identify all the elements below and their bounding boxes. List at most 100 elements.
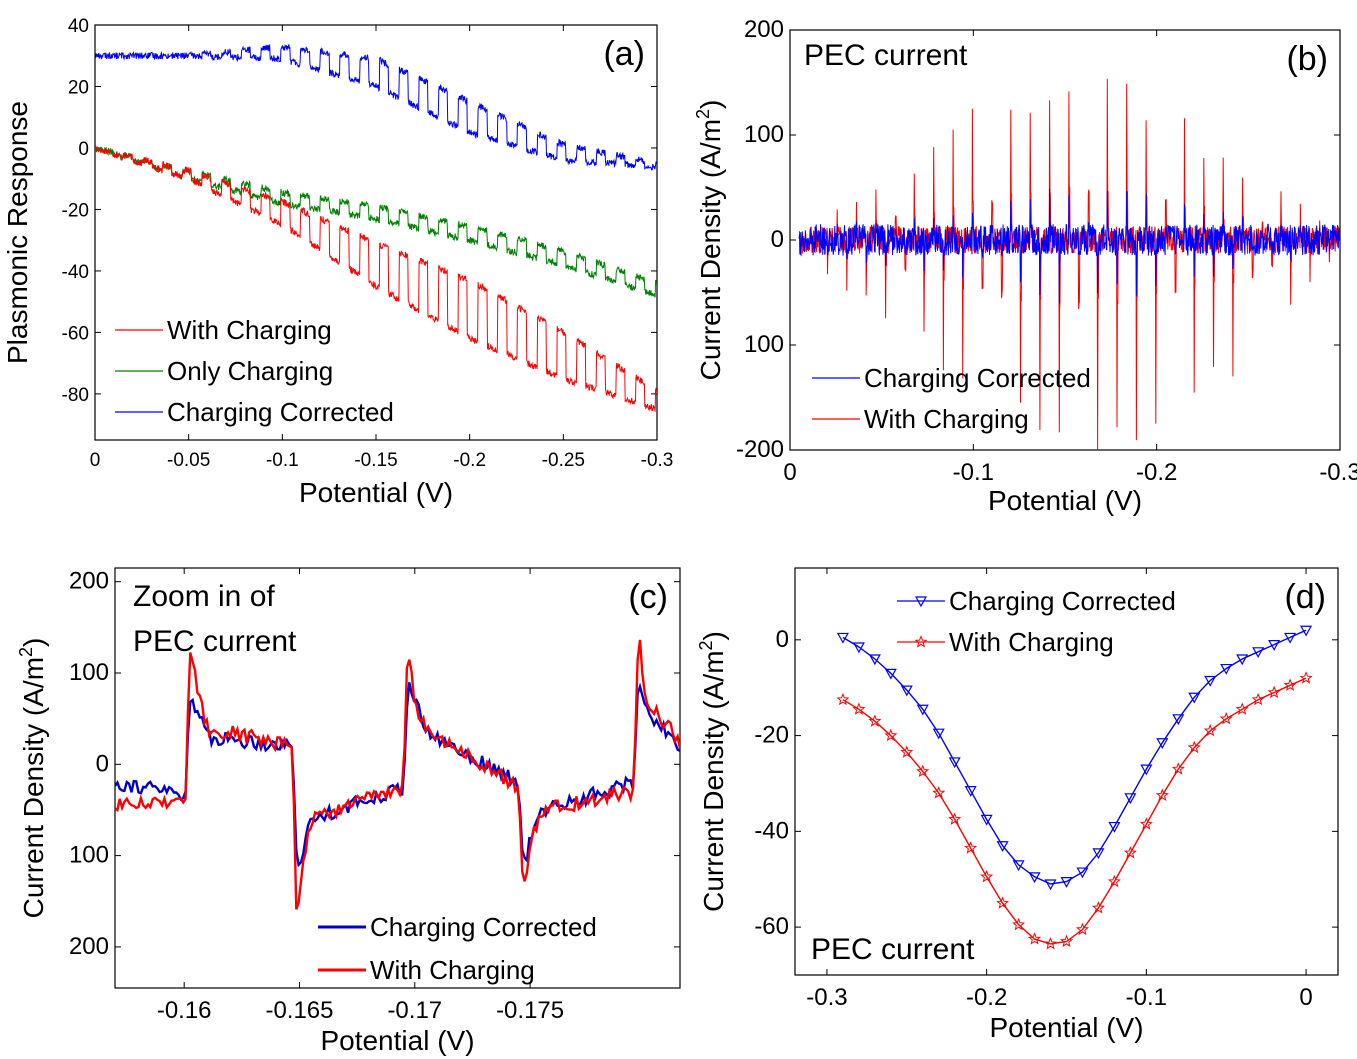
data-point [900,685,913,697]
data-point [932,728,945,740]
legend-label: Only Charging [167,356,333,386]
y-axis-label-close: ) [698,631,729,640]
data-point [1236,654,1249,666]
y-tick-label: 200 [69,568,109,595]
data-point [852,642,865,654]
annotation-line-2: PEC current [133,625,297,658]
x-tick-label: -0.17 [387,997,442,1024]
data-point [1108,821,1121,833]
data-point [1187,740,1201,754]
x-tick-label: -0.2 [966,984,1007,1011]
y-axis-label: Plasmonic Response [2,101,33,364]
y-tick-label: -60 [62,323,89,344]
x-axis-label: Potential (V) [988,485,1142,516]
panel-label: (c) [628,578,668,616]
y-axis-label-main: Current Density (A/m [695,119,726,380]
y-tick-label: -60 [754,913,789,940]
data-point [980,814,993,826]
data-point [932,786,946,799]
data-point [1283,678,1297,691]
data-point [1203,723,1217,737]
legend-label: Charging Corrected [167,397,394,427]
panel-c: -0.16 -0.165 -0.17 -0.175 200 100 0 100 200 Poten… [16,567,681,1056]
annotation: PEC current [811,933,975,966]
y-tick-label: 200 [744,16,784,43]
data-point [1060,877,1073,888]
panel-d: -0.3 -0.2 -0.1 0 0 -20 -40 -60 Potential (V) Curr… [696,567,1339,1043]
y-axis-label-close: ) [18,638,49,647]
y-tick-label: 100 [69,659,109,686]
y-tick-label: 0 [771,226,784,253]
data-point [964,786,977,797]
data-point [1188,692,1201,704]
data-point [1060,934,1073,947]
data-point [1107,874,1121,888]
legend-label: With Charging [949,627,1114,657]
legend-label: With Charging [370,955,535,985]
y-tick-label: -200 [736,436,784,463]
data-point [1124,793,1137,805]
y-tick-label: -20 [62,200,89,221]
legend-label: Charging Corrected [864,363,1091,393]
y-tick-label: -80 [62,385,89,406]
legend-marker [914,635,928,648]
x-tick-label: 0 [1299,984,1312,1011]
data-point [1044,937,1058,950]
x-tick-label: -0.05 [167,450,210,471]
y-tick-label: 100 [744,121,784,148]
data-point [1139,817,1153,830]
data-point [1156,738,1169,750]
data-point [1268,640,1281,651]
y-tick-label: 0 [96,750,109,777]
series-line-with-charging [115,639,680,910]
data-point [1075,922,1089,936]
y-tick-label: -20 [754,722,789,749]
panel-label: (d) [1284,578,1326,616]
series-line-charging-corrected [798,188,1340,304]
series-line-charging-corrected [115,682,680,868]
panel-label: (b) [1286,40,1328,78]
data-point [996,896,1010,909]
x-tick-label: -0.175 [496,997,564,1024]
data-point [1219,711,1233,725]
panel-label: (a) [603,35,645,73]
x-tick-label: -0.2 [453,450,486,471]
data-point [1235,702,1249,715]
x-axis-label: Potential (V) [299,477,453,508]
legend-marker [914,596,928,608]
data-point [868,714,882,727]
x-tick-label: -0.15 [354,450,397,471]
plot-frame [794,567,1339,976]
x-tick-label: -0.16 [157,997,212,1024]
data-point [948,757,961,769]
data-point [1220,663,1233,675]
x-tick-label: 0 [783,459,796,486]
legend-label: Charging Corrected [949,586,1176,616]
data-point [868,654,881,666]
data-point [1252,647,1265,659]
series-line-charging-corrected [842,629,1307,885]
panel-b: 0 -0.1 -0.2 -0.3 200 100 0 100 -200 Potential (V)… [693,16,1357,516]
data-point [1012,860,1025,872]
data-point [964,841,978,854]
plot-frame [114,567,681,989]
data-point [1140,764,1153,776]
y-tick-label: 20 [68,77,89,98]
y-tick-label: -40 [754,817,789,844]
y-tick-label: 0 [78,139,89,160]
data-point [1091,901,1105,914]
y-tick-label: 200 [69,933,109,960]
annotation: PEC current [804,39,968,72]
data-point [916,764,930,777]
data-point [1123,846,1137,859]
series-line-charging-corrected [95,43,657,171]
data-point [1267,685,1281,698]
series-line-only-charging [95,144,657,298]
y-axis-label-sup: 2 [693,109,713,119]
annotation-line-1: Zoom in of [133,580,275,613]
data-point [1155,788,1169,802]
x-tick-label: -0.1 [953,459,994,486]
x-tick-label: -0.3 [641,450,674,471]
data-point [884,728,898,742]
